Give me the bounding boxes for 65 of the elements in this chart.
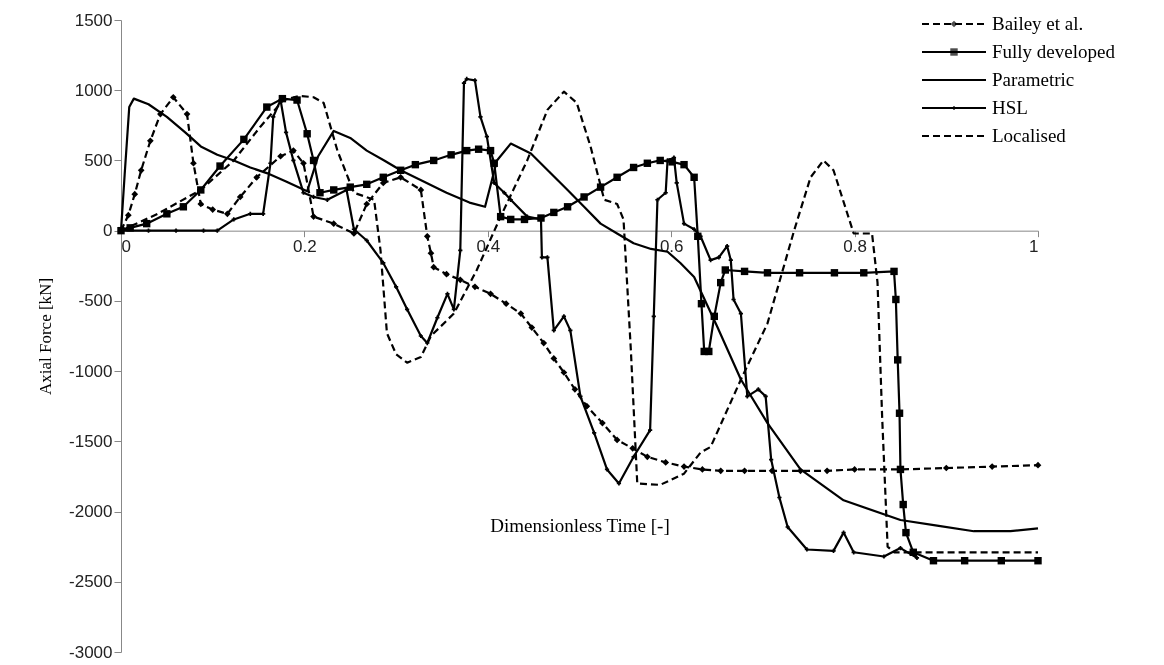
point [397, 173, 405, 181]
point [942, 464, 950, 472]
point [310, 213, 317, 220]
point [502, 300, 510, 308]
y-tick-label: 1000 [74, 80, 113, 100]
point [131, 190, 139, 198]
point [571, 386, 579, 393]
point [197, 200, 205, 208]
point [277, 152, 284, 160]
x-axis-title: Dimensionless Time [-] [490, 515, 670, 537]
point [717, 467, 725, 475]
legend-label: Parametric [992, 69, 1075, 90]
point [146, 137, 154, 145]
point [417, 186, 425, 194]
x-tick-label: 0.4 [476, 237, 501, 257]
x-tick-label: 0 [121, 237, 131, 257]
y-tick-label: 1500 [74, 10, 113, 30]
point [471, 283, 479, 291]
y-axis-title: Axial Force [kN] [36, 277, 56, 396]
point [741, 467, 748, 475]
point [253, 173, 261, 181]
point [613, 436, 621, 444]
point [443, 270, 450, 278]
point [1034, 461, 1042, 469]
point [540, 339, 548, 347]
point [644, 453, 651, 461]
point [427, 249, 435, 257]
y-tick-label: -3000 [69, 642, 113, 662]
point [823, 467, 831, 475]
point [330, 220, 338, 227]
point [137, 166, 145, 174]
point [290, 147, 297, 154]
y-tick-label: 500 [84, 150, 113, 170]
point [988, 463, 996, 470]
point [363, 200, 371, 208]
y-tick-label: -2500 [69, 572, 113, 592]
point [487, 290, 494, 298]
point [423, 232, 431, 240]
x-tick-label: 0.8 [843, 237, 867, 257]
point [699, 466, 706, 473]
y-tick-label: -1000 [69, 361, 113, 381]
point [236, 193, 244, 201]
point [851, 466, 858, 473]
point [169, 93, 177, 101]
legend-label: Fully developed [992, 41, 1116, 62]
point [209, 206, 217, 213]
point [430, 263, 438, 271]
legend-label: HSL [992, 97, 1028, 118]
x-tick-label: 1 [1029, 237, 1039, 257]
point [183, 110, 191, 118]
y-tick-label: 0 [103, 221, 113, 241]
point [300, 159, 307, 167]
point [224, 210, 231, 218]
legend-label: Localised [992, 125, 1067, 146]
y-tick-label: -500 [78, 291, 113, 311]
y-tick-label: -1500 [69, 431, 113, 451]
point [662, 459, 670, 466]
point [528, 324, 536, 331]
x-tick-label: 0.2 [293, 237, 317, 257]
legend-label: Bailey et al. [992, 13, 1084, 34]
point [124, 211, 132, 219]
point [190, 159, 197, 167]
point [517, 310, 525, 317]
y-tick-label: -2000 [69, 502, 113, 522]
point [550, 355, 558, 362]
